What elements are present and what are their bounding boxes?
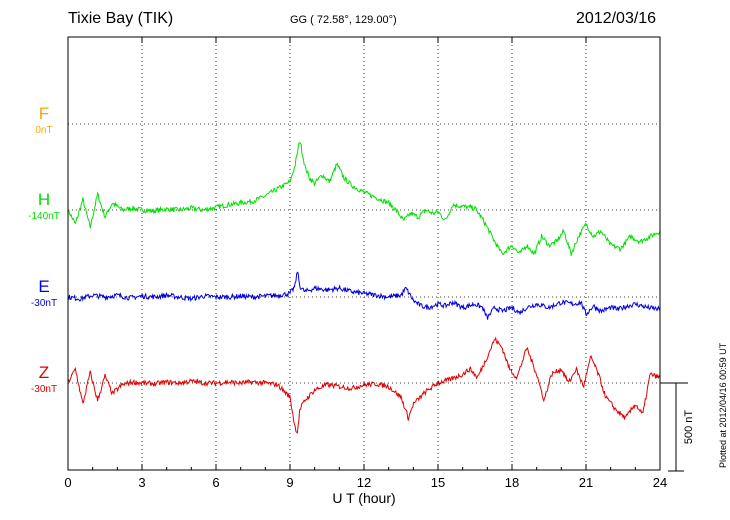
- channel-offset-E: -30nT: [30, 298, 58, 309]
- x-tick-label: 18: [505, 475, 519, 490]
- x-tick-label: 3: [138, 475, 145, 490]
- x-tick-label: 6: [212, 475, 219, 490]
- channel-label-F: F: [38, 104, 50, 123]
- date-label: 2012/03/16: [576, 10, 657, 27]
- x-axis-label: U T (hour): [332, 490, 395, 506]
- x-tick-label: 21: [579, 475, 593, 490]
- channel-label-E: E: [38, 277, 50, 296]
- trace-Z: [67, 336, 661, 434]
- station-title: Tixie Bay (TIK): [68, 10, 174, 27]
- x-tick-label: 0: [64, 475, 71, 490]
- trace-E: [67, 271, 661, 320]
- x-tick-label: 9: [286, 475, 293, 490]
- plotted-timestamp: Plotted at 2012/04/16 00:59 UT: [718, 342, 728, 468]
- channel-label-Z: Z: [38, 363, 50, 382]
- scale-bar-label: 500 nT: [683, 410, 695, 445]
- x-tick-label: 24: [653, 475, 667, 490]
- trace-layer: [67, 142, 661, 434]
- trace-H: [67, 142, 661, 256]
- channel-offset-F: 0nT: [35, 125, 53, 136]
- x-tick-label: 12: [357, 475, 371, 490]
- channel-offset-H: -140nT: [28, 211, 60, 222]
- scale-bar: 500 nT: [660, 382, 695, 472]
- x-tick-layer: 0 3 6 9 12 15 18 21 24 U T (hour): [64, 37, 667, 506]
- channel-label-H: H: [37, 190, 51, 209]
- station-coordinates: GG ( 72.58°, 129.00°): [290, 14, 397, 26]
- x-tick-label: 15: [431, 475, 445, 490]
- channel-offset-Z: -30nT: [30, 384, 58, 395]
